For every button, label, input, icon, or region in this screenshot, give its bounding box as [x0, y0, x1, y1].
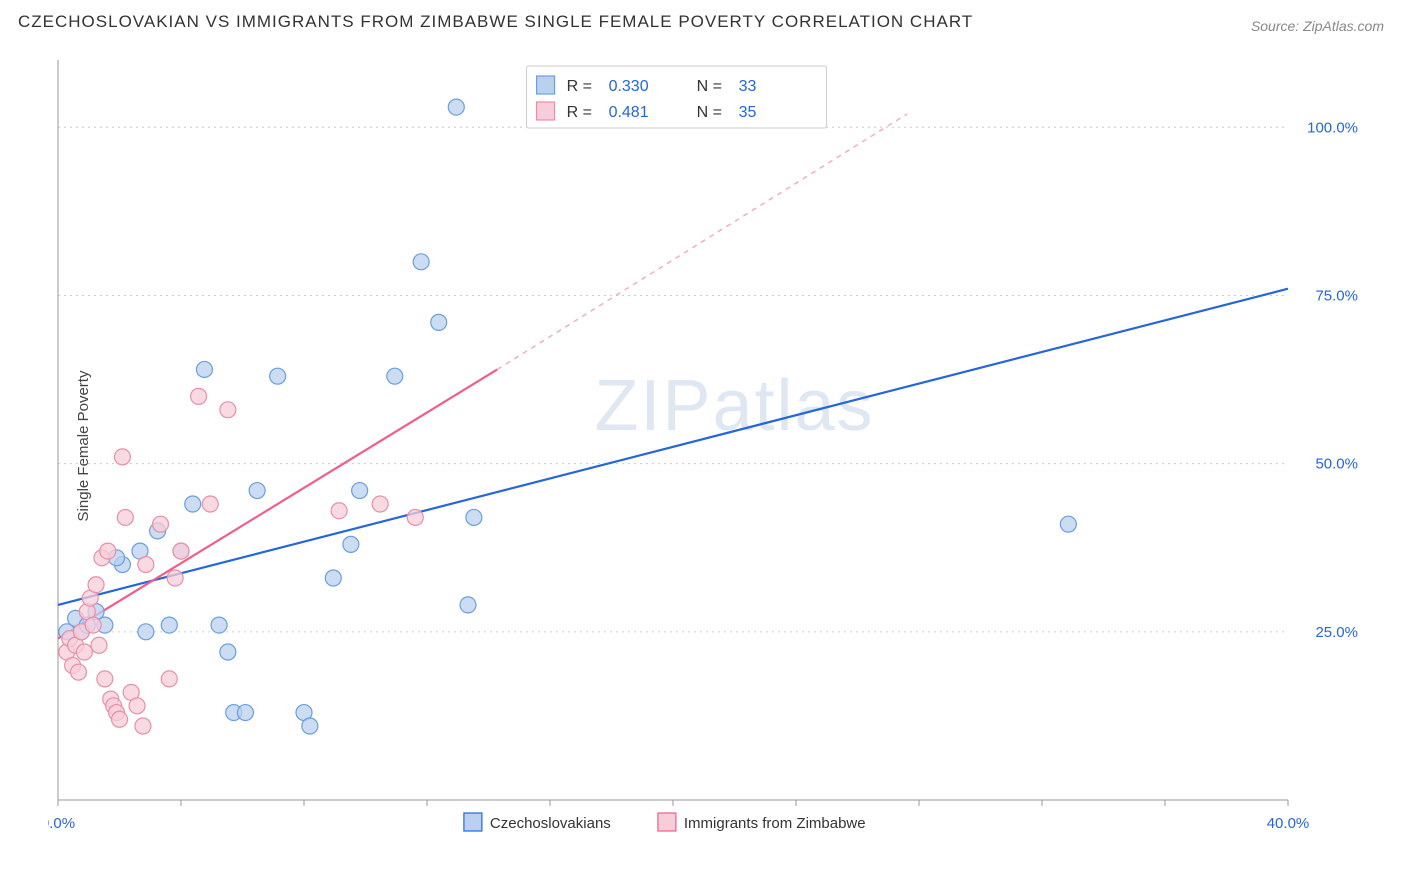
legend-n-value-zimbabwe: 35 [739, 104, 757, 121]
scatter-plot: ZIPatlas25.0%50.0%75.0%100.0%0.0%40.0%R … [48, 50, 1378, 840]
point-zimbabwe [372, 496, 388, 512]
point-zimbabwe [91, 637, 107, 653]
point-zimbabwe [220, 402, 236, 418]
legend-n-prefix: N = [697, 104, 722, 121]
y-tick-label: 75.0% [1315, 287, 1358, 304]
point-zimbabwe [161, 671, 177, 687]
chart-title: CZECHOSLOVAKIAN VS IMMIGRANTS FROM ZIMBA… [18, 12, 973, 32]
point-zimbabwe [71, 664, 87, 680]
point-zimbabwe [85, 617, 101, 633]
point-zimbabwe [173, 543, 189, 559]
point-zimbabwe [191, 388, 207, 404]
trendline-czech [58, 289, 1288, 605]
point-czech [138, 624, 154, 640]
y-tick-label: 25.0% [1315, 624, 1358, 641]
point-czech [431, 314, 447, 330]
point-czech [448, 99, 464, 115]
x-tick-label: 0.0% [48, 815, 75, 832]
point-czech [343, 536, 359, 552]
point-czech [302, 718, 318, 734]
x-tick-label: 40.0% [1267, 815, 1310, 832]
y-tick-label: 100.0% [1307, 119, 1358, 136]
point-zimbabwe [129, 698, 145, 714]
point-czech [161, 617, 177, 633]
point-zimbabwe [135, 718, 151, 734]
point-czech [196, 361, 212, 377]
point-zimbabwe [167, 570, 183, 586]
point-zimbabwe [202, 496, 218, 512]
point-zimbabwe [114, 449, 130, 465]
legend-r-value-zimbabwe: 0.481 [609, 104, 649, 121]
point-zimbabwe [76, 644, 92, 660]
point-zimbabwe [88, 577, 104, 593]
point-czech [220, 644, 236, 660]
trendline-zimbabwe [58, 369, 497, 638]
y-tick-label: 50.0% [1315, 456, 1358, 473]
point-czech [1060, 516, 1076, 532]
point-zimbabwe [331, 503, 347, 519]
legend-r-prefix: R = [567, 78, 592, 95]
bottom-legend-label-zimbabwe: Immigrants from Zimbabwe [684, 815, 866, 832]
point-zimbabwe [117, 509, 133, 525]
bottom-legend-label-czech: Czechoslovakians [490, 815, 611, 832]
point-czech [249, 483, 265, 499]
point-zimbabwe [100, 543, 116, 559]
legend-n-value-czech: 33 [739, 78, 757, 95]
point-zimbabwe [97, 671, 113, 687]
point-czech [211, 617, 227, 633]
point-czech [325, 570, 341, 586]
point-czech [466, 509, 482, 525]
point-zimbabwe [138, 557, 154, 573]
legend-r-prefix: R = [567, 104, 592, 121]
point-zimbabwe [112, 711, 128, 727]
legend-swatch-zimbabwe [537, 102, 555, 120]
point-czech [460, 597, 476, 613]
point-czech [387, 368, 403, 384]
source-label: Source: ZipAtlas.com [1251, 18, 1384, 34]
legend-swatch-czech [537, 76, 555, 94]
legend-n-prefix: N = [697, 78, 722, 95]
point-czech [270, 368, 286, 384]
point-czech [185, 496, 201, 512]
point-czech [413, 254, 429, 270]
point-czech [352, 483, 368, 499]
bottom-legend-swatch-zimbabwe [658, 813, 676, 831]
point-zimbabwe [153, 516, 169, 532]
point-czech [237, 705, 253, 721]
legend-r-value-czech: 0.330 [609, 78, 649, 95]
bottom-legend-swatch-czech [464, 813, 482, 831]
point-zimbabwe [407, 509, 423, 525]
trendline-zimbabwe-extrapolated [497, 114, 907, 370]
